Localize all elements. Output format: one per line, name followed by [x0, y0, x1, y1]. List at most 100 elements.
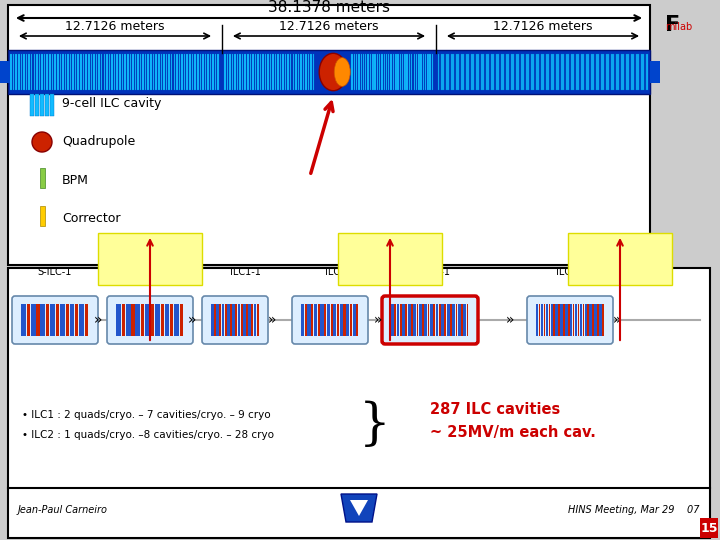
Bar: [13, 54, 14, 90]
Bar: [402, 304, 405, 336]
Bar: [324, 304, 326, 336]
Bar: [365, 54, 366, 90]
Bar: [238, 304, 240, 336]
Bar: [588, 304, 589, 336]
Bar: [700, 518, 718, 538]
Bar: [237, 54, 238, 90]
Bar: [404, 54, 405, 90]
Bar: [156, 54, 157, 90]
Bar: [386, 54, 387, 90]
Bar: [215, 54, 217, 90]
FancyBboxPatch shape: [527, 296, 613, 344]
Bar: [384, 54, 385, 90]
Bar: [8, 268, 710, 538]
Bar: [135, 304, 140, 336]
Bar: [239, 54, 241, 90]
Text: »: »: [268, 313, 276, 327]
Bar: [318, 304, 320, 336]
Bar: [62, 54, 63, 90]
Bar: [408, 304, 410, 336]
Bar: [253, 304, 256, 336]
Bar: [153, 54, 154, 90]
Text: »: »: [613, 313, 621, 327]
Bar: [458, 304, 461, 336]
FancyBboxPatch shape: [338, 233, 442, 285]
Bar: [554, 304, 555, 336]
Bar: [391, 304, 394, 336]
Bar: [257, 304, 258, 336]
Bar: [546, 304, 548, 336]
Bar: [242, 54, 243, 90]
Bar: [243, 304, 246, 336]
Bar: [429, 54, 431, 90]
Bar: [585, 304, 587, 336]
Text: ~ 25MV/m each cav.: ~ 25MV/m each cav.: [430, 426, 596, 441]
Bar: [70, 54, 71, 90]
Bar: [174, 54, 175, 90]
Bar: [275, 54, 276, 90]
Bar: [536, 304, 539, 336]
Bar: [340, 304, 343, 336]
Text: F: F: [665, 15, 680, 35]
Bar: [163, 54, 165, 90]
Bar: [15, 54, 17, 90]
Bar: [204, 54, 206, 90]
Bar: [78, 54, 79, 90]
Bar: [570, 304, 572, 336]
Text: »: »: [374, 313, 382, 327]
Bar: [432, 54, 433, 90]
Bar: [220, 304, 221, 336]
Bar: [594, 304, 597, 336]
Bar: [420, 54, 422, 90]
Bar: [124, 54, 126, 90]
Bar: [93, 54, 95, 90]
Text: S-ILC-1: S-ILC-1: [38, 267, 72, 277]
Bar: [287, 54, 289, 90]
Bar: [161, 54, 162, 90]
Text: 9-cell ILC cavity: 9-cell ILC cavity: [62, 98, 161, 111]
Bar: [544, 304, 545, 336]
Bar: [397, 54, 399, 90]
Bar: [28, 54, 30, 90]
Bar: [267, 54, 269, 90]
Bar: [388, 54, 390, 90]
Bar: [181, 54, 183, 90]
Text: 38.1378 meters: 38.1378 meters: [268, 0, 390, 15]
Bar: [148, 54, 149, 90]
Bar: [104, 54, 105, 90]
Bar: [98, 54, 100, 90]
Bar: [255, 54, 256, 90]
Bar: [413, 54, 415, 90]
Bar: [369, 54, 371, 90]
Bar: [367, 54, 369, 90]
Bar: [350, 304, 352, 336]
Text: ILC1-1: ILC1-1: [230, 267, 261, 277]
Bar: [280, 54, 282, 90]
Text: Jean-Paul Carneiro: Jean-Paul Carneiro: [18, 505, 108, 515]
Bar: [207, 54, 209, 90]
Text: ILC2-28: ILC2-28: [557, 267, 593, 277]
Bar: [361, 54, 362, 90]
Bar: [117, 54, 118, 90]
Bar: [430, 304, 433, 336]
Bar: [260, 54, 261, 90]
Text: 12.7126 meters: 12.7126 meters: [66, 20, 165, 33]
Bar: [450, 304, 451, 336]
Bar: [174, 304, 179, 336]
Bar: [217, 54, 219, 90]
Bar: [30, 94, 34, 116]
Bar: [230, 304, 232, 336]
Bar: [251, 304, 253, 336]
Text: ILC1-9: ILC1-9: [325, 267, 356, 277]
Bar: [418, 54, 420, 90]
Bar: [359, 54, 360, 90]
Bar: [407, 54, 408, 90]
Bar: [52, 54, 53, 90]
Bar: [582, 304, 584, 336]
Bar: [577, 304, 580, 336]
Bar: [409, 54, 410, 90]
Bar: [132, 304, 135, 336]
Bar: [411, 304, 413, 336]
Bar: [464, 304, 467, 336]
Bar: [549, 304, 550, 336]
